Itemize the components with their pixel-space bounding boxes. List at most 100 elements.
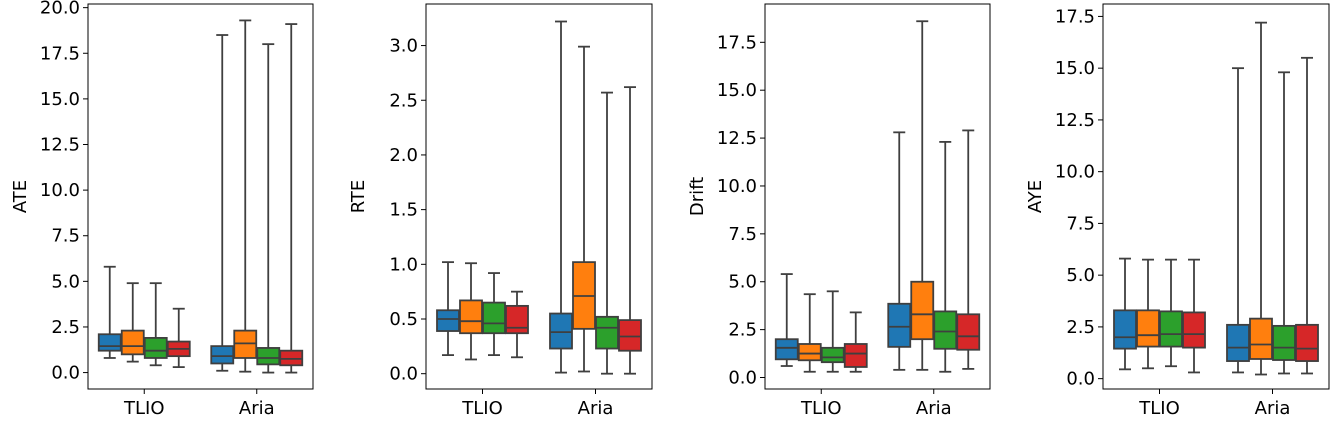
box-iqr bbox=[1182, 311, 1206, 349]
box-iqr bbox=[910, 280, 935, 341]
y-tick-label: 7.5 bbox=[51, 226, 80, 247]
y-tick-label: 0.0 bbox=[1066, 369, 1095, 390]
box-aria-3 bbox=[933, 141, 958, 373]
box-aria-2 bbox=[910, 20, 935, 371]
box-iqr bbox=[97, 333, 122, 352]
x-tick-label-tlio: TLIO bbox=[461, 398, 503, 419]
y-tick-label: 12.5 bbox=[1055, 110, 1095, 131]
box-tlio-3 bbox=[820, 290, 845, 373]
box-aria-1 bbox=[210, 34, 235, 372]
box-tlio-4 bbox=[1182, 258, 1206, 374]
box-aria-1 bbox=[887, 131, 912, 371]
box-iqr bbox=[549, 312, 573, 350]
box-aria-2 bbox=[233, 19, 258, 373]
y-tick-label: 7.5 bbox=[728, 224, 757, 245]
y-tick-label: 10.0 bbox=[1055, 162, 1095, 183]
y-tick-label: 0.0 bbox=[51, 363, 80, 384]
box-iqr bbox=[1272, 324, 1296, 361]
y-axis-label: ATE bbox=[10, 180, 31, 213]
y-tick-label: 12.5 bbox=[40, 134, 80, 155]
y-tick-label: 1.0 bbox=[389, 254, 418, 275]
y-tick-label: 17.5 bbox=[717, 32, 757, 53]
plot-frame bbox=[425, 3, 653, 390]
box-iqr bbox=[143, 337, 168, 359]
box-tlio-2 bbox=[1136, 258, 1160, 370]
box-tlio-1 bbox=[1113, 257, 1137, 371]
plot-frame bbox=[87, 3, 314, 390]
box-iqr bbox=[774, 338, 799, 361]
box-aria-3 bbox=[256, 43, 281, 374]
y-tick-label: 10.0 bbox=[717, 176, 757, 197]
x-tick-label-aria: Aria bbox=[1255, 398, 1291, 419]
box-tlio-4 bbox=[505, 290, 529, 359]
box-tlio-1 bbox=[774, 273, 799, 367]
box-tlio-1 bbox=[436, 261, 460, 356]
y-tick-label: 7.5 bbox=[1066, 213, 1095, 234]
box-iqr bbox=[933, 310, 958, 350]
x-tick-label-tlio: TLIO bbox=[123, 398, 165, 419]
box-iqr bbox=[1249, 317, 1273, 360]
box-tlio-2 bbox=[120, 282, 145, 363]
box-iqr bbox=[820, 346, 845, 364]
y-tick-label: 15.0 bbox=[40, 89, 80, 110]
box-iqr bbox=[1113, 309, 1137, 350]
box-tlio-3 bbox=[143, 282, 168, 367]
box-tlio-4 bbox=[166, 307, 191, 369]
x-tick-label-aria: Aria bbox=[239, 398, 275, 419]
y-tick-label: 0.5 bbox=[389, 309, 418, 330]
y-tick-label: 5.0 bbox=[728, 272, 757, 293]
box-iqr bbox=[233, 329, 258, 359]
box-iqr bbox=[1295, 323, 1319, 362]
y-tick-label: 10.0 bbox=[40, 180, 80, 201]
x-tick-label-aria: Aria bbox=[916, 398, 952, 419]
x-tick-label-tlio: TLIO bbox=[800, 398, 842, 419]
box-iqr bbox=[459, 299, 483, 335]
box-iqr bbox=[256, 347, 281, 366]
panel-drift: 0.0 2.5 5.0 7.5 10.0 12.5 15.0 17.5 TLIO Aria Drif… bbox=[687, 3, 991, 419]
x-tick-label-aria: Aria bbox=[578, 398, 614, 419]
y-axis-label: RTE bbox=[348, 180, 369, 214]
y-tick-label: 12.5 bbox=[717, 128, 757, 149]
y-tick-label: 3.0 bbox=[389, 36, 418, 57]
box-iqr bbox=[482, 301, 506, 335]
box-iqr bbox=[279, 349, 304, 367]
x-tick-label-tlio: TLIO bbox=[1138, 398, 1180, 419]
box-iqr bbox=[210, 345, 235, 365]
box-iqr bbox=[843, 343, 868, 368]
y-tick-label: 5.0 bbox=[1066, 265, 1095, 286]
y-tick-label: 15.0 bbox=[1055, 58, 1095, 79]
box-iqr bbox=[1159, 310, 1183, 348]
y-axis-label: Drift bbox=[687, 177, 708, 216]
box-iqr bbox=[956, 313, 981, 351]
y-tick-label: 15.0 bbox=[717, 80, 757, 101]
box-tlio-3 bbox=[482, 272, 506, 356]
panel-ate: 0.0 2.5 5.0 7.5 10.0 12.5 15.0 17.5 20.0 TLIO Aria… bbox=[10, 0, 314, 419]
box-iqr bbox=[505, 304, 529, 335]
box-aria-1 bbox=[549, 20, 573, 374]
panel-rte: 0.0 0.5 1.0 1.5 2.0 2.5 3.0 TLIO Aria RTE bbox=[348, 3, 653, 419]
y-tick-label: 5.0 bbox=[51, 271, 80, 292]
box-tlio-3 bbox=[1159, 258, 1183, 368]
y-tick-label: 2.5 bbox=[1066, 317, 1095, 338]
box-aria-1 bbox=[1226, 67, 1250, 374]
box-iqr bbox=[595, 315, 619, 350]
y-axis-label: AYE bbox=[1025, 180, 1046, 213]
y-tick-label: 0.0 bbox=[389, 364, 418, 385]
box-tlio-2 bbox=[459, 262, 483, 361]
box-aria-4 bbox=[618, 86, 642, 375]
box-iqr bbox=[797, 343, 822, 362]
plot-frame bbox=[764, 3, 991, 390]
box-aria-2 bbox=[1249, 21, 1273, 376]
box-iqr bbox=[618, 319, 642, 352]
box-aria-2 bbox=[572, 45, 596, 373]
box-aria-4 bbox=[956, 129, 981, 370]
y-tick-label: 2.0 bbox=[389, 145, 418, 166]
box-aria-4 bbox=[1295, 56, 1319, 375]
y-tick-label: 2.5 bbox=[728, 320, 757, 341]
box-aria-3 bbox=[1272, 71, 1296, 375]
box-tlio-2 bbox=[797, 293, 822, 373]
panel-aye: 0.0 2.5 5.0 7.5 10.0 12.5 15.0 17.5 TLIO Aria AYE bbox=[1025, 3, 1330, 419]
box-aria-3 bbox=[595, 91, 619, 375]
y-tick-label: 17.5 bbox=[1055, 6, 1095, 27]
plot-frame bbox=[1102, 3, 1330, 390]
